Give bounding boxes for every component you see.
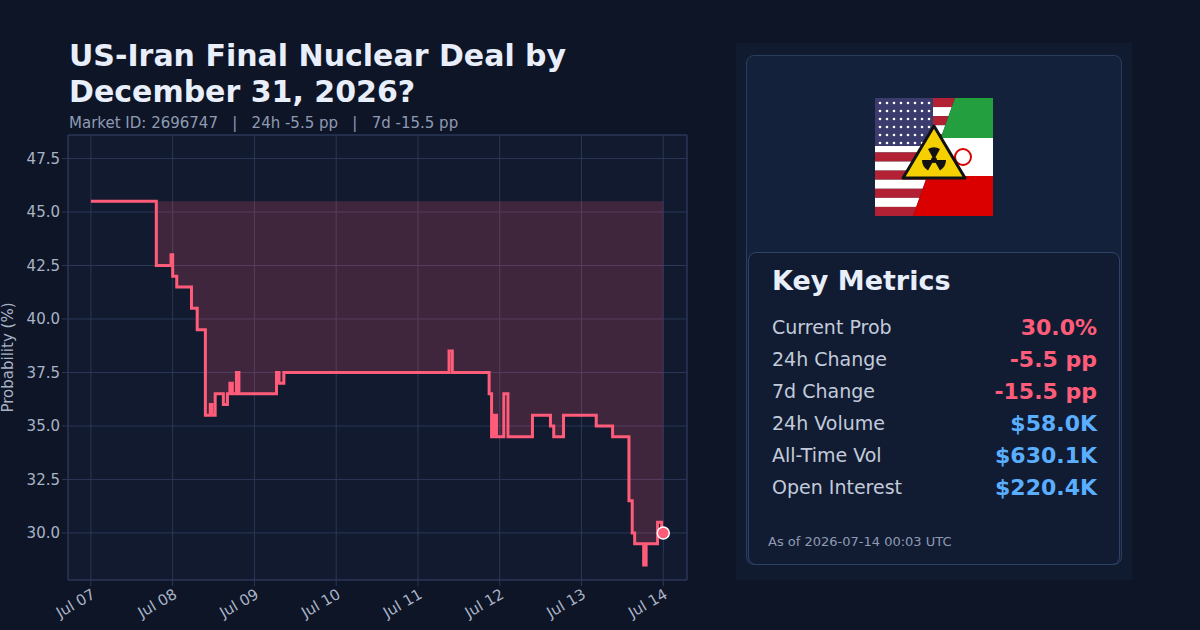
svg-text:Jul 13: Jul 13: [543, 585, 589, 622]
svg-text:42.5: 42.5: [27, 257, 60, 275]
svg-text:Jul 09: Jul 09: [216, 585, 262, 622]
svg-text:Jul 07: Jul 07: [52, 585, 98, 622]
svg-text:37.5: 37.5: [27, 364, 60, 382]
html-text:24h Change: 24h Change: [772, 348, 887, 370]
svg-text:35.0: 35.0: [27, 417, 60, 435]
html-text:7d Change: 7d Change: [772, 380, 875, 402]
html-text:All-Time Vol: All-Time Vol: [772, 444, 882, 466]
html-text:$630.1K: $630.1K: [995, 442, 1097, 468]
html-text:Current Prob: Current Prob: [772, 316, 892, 338]
svg-text:Jul 08: Jul 08: [134, 585, 180, 622]
svg-text:32.5: 32.5: [27, 471, 60, 489]
html-text:$220.4K: $220.4K: [995, 474, 1097, 500]
html-text:Open Interest: Open Interest: [772, 476, 902, 498]
svg-text:45.0: 45.0: [27, 203, 60, 221]
html-text:As of 2026-07-14 00:03 UTC: As of 2026-07-14 00:03 UTC: [768, 534, 952, 549]
svg-text:Jul 12: Jul 12: [461, 585, 507, 622]
html-text:Market ID: 2696747 | 24h -5.5: Market ID: 2696747 | 24h -5.5 pp | 7d -1…: [69, 114, 459, 132]
html-text:24h Volume: 24h Volume: [772, 412, 885, 434]
svg-text:Jul 11: Jul 11: [379, 585, 425, 622]
html-text:-5.5 pp: -5.5 pp: [1009, 346, 1097, 372]
svg-text:40.0: 40.0: [27, 310, 60, 328]
svg-text:30.0: 30.0: [27, 524, 60, 542]
svg-text:Jul 10: Jul 10: [297, 585, 343, 622]
svg-text:47.5: 47.5: [27, 150, 60, 168]
html-text:Key Metrics: Key Metrics: [772, 265, 951, 296]
html-text:-15.5 pp: -15.5 pp: [994, 378, 1097, 404]
html-text:30.0%: 30.0%: [1020, 314, 1097, 340]
html-text:$58.0K: $58.0K: [1010, 410, 1097, 436]
svg-text:Probability (%): Probability (%): [0, 302, 17, 412]
svg-text:Jul 14: Jul 14: [624, 585, 670, 622]
html-text:US-Iran Final Nuclear Deal by: US-Iran Final Nuclear Deal by December 3…: [69, 38, 567, 109]
